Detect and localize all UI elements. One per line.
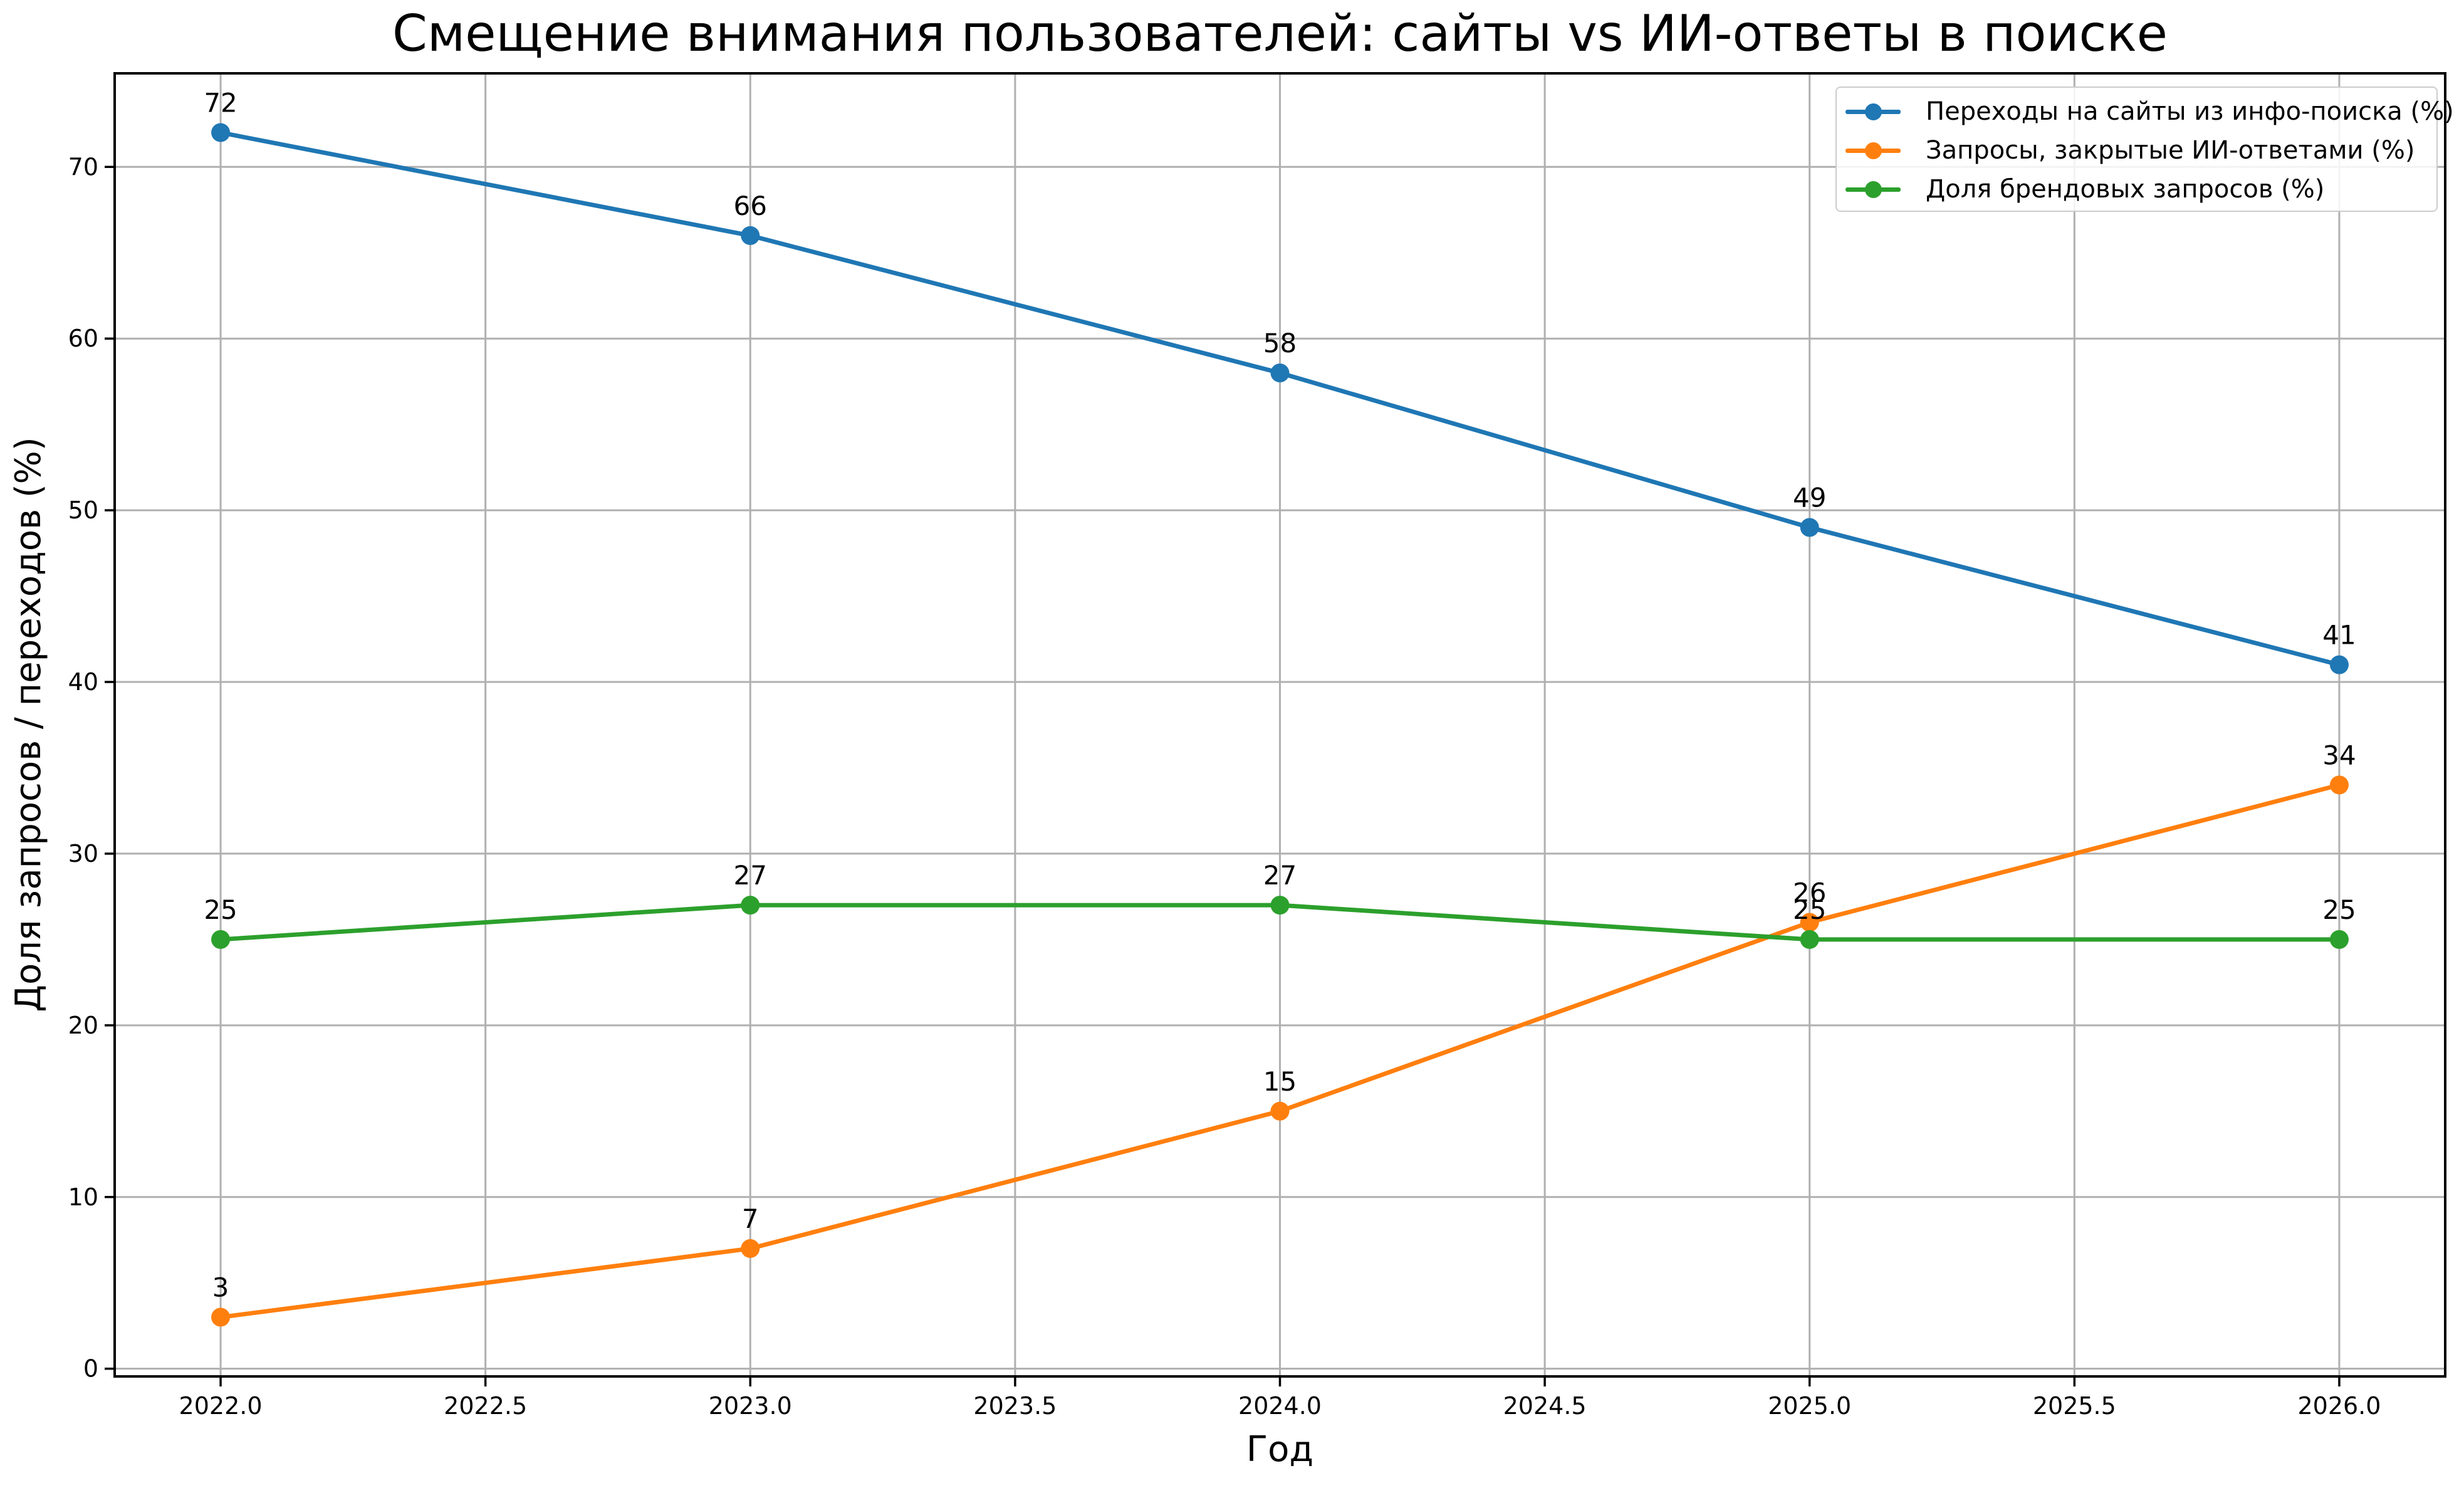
x-tick-label: 2023.5 (973, 1392, 1057, 1420)
y-axis-label: Доля запросов / переходов (%) (8, 437, 49, 1012)
x-tick-label: 2024.5 (1503, 1392, 1587, 1420)
data-point (1800, 518, 1819, 537)
data-point (211, 1307, 231, 1327)
y-tick-label: 0 (83, 1355, 98, 1383)
point-label: 27 (1263, 860, 1297, 891)
point-label: 49 (1793, 483, 1826, 513)
data-point (1270, 1101, 1290, 1121)
point-label: 25 (1793, 894, 1826, 925)
data-point (1270, 363, 1290, 382)
legend: Переходы на сайты из инфо-поиска (%) Зап… (1835, 86, 2454, 212)
legend-item: Переходы на сайты из инфо-поиска (%) (1845, 96, 2454, 127)
legend-label: Доля брендовых запросов (%) (1926, 175, 2325, 204)
legend-line-marker-icon (1845, 174, 1901, 205)
data-point (1800, 913, 1819, 932)
point-label: 66 (734, 191, 767, 221)
chart-title: Смещение внимания пользователей: сайты v… (392, 4, 2168, 63)
point-label: 34 (2322, 740, 2356, 770)
x-tick-label: 2024.0 (1238, 1392, 1322, 1420)
point-label: 15 (1263, 1066, 1297, 1097)
point-label: 7 (742, 1203, 759, 1234)
y-tick-label: 20 (68, 1012, 98, 1039)
y-tick-label: 30 (68, 840, 98, 867)
x-tick-label: 2025.0 (1768, 1392, 1851, 1420)
legend-line-marker-icon (1845, 96, 1901, 127)
data-point (2329, 655, 2349, 674)
point-label: 25 (204, 894, 237, 925)
point-label: 72 (204, 88, 237, 118)
y-tick-label: 70 (68, 153, 98, 181)
data-point (1270, 896, 1290, 915)
x-tick-label: 2025.5 (2033, 1392, 2116, 1420)
data-point (1800, 930, 1819, 949)
point-label: 26 (1793, 878, 1826, 908)
x-axis-label: Год (1246, 1429, 1314, 1470)
x-tick-label: 2022.0 (179, 1392, 263, 1420)
data-point (211, 123, 231, 142)
data-point (741, 1239, 760, 1258)
legend-label: Переходы на сайты из инфо-поиска (%) (1926, 97, 2454, 126)
point-label: 58 (1263, 328, 1297, 359)
legend-line-marker-icon (1845, 135, 1901, 166)
data-point (211, 930, 231, 949)
data-point (2329, 930, 2349, 949)
point-label: 27 (734, 860, 767, 891)
y-tick-label: 50 (68, 496, 98, 524)
x-tick-label: 2026.0 (2297, 1392, 2381, 1420)
x-tick-label: 2023.0 (709, 1392, 792, 1420)
legend-item: Доля брендовых запросов (%) (1845, 174, 2424, 205)
point-label: 25 (2322, 894, 2356, 925)
axes-spines (113, 72, 2446, 1378)
legend-label: Запросы, закрытые ИИ-ответами (%) (1926, 136, 2415, 165)
y-tick-label: 60 (68, 325, 98, 352)
y-tick-label: 10 (68, 1183, 98, 1211)
y-tick-label: 40 (68, 668, 98, 696)
data-point (741, 226, 760, 245)
legend-item: Запросы, закрытые ИИ-ответами (%) (1845, 135, 2424, 166)
x-tick-label: 2022.5 (444, 1392, 527, 1420)
point-label: 41 (2322, 620, 2356, 651)
point-label: 3 (212, 1272, 229, 1303)
data-point (2329, 775, 2349, 795)
data-point (741, 896, 760, 915)
